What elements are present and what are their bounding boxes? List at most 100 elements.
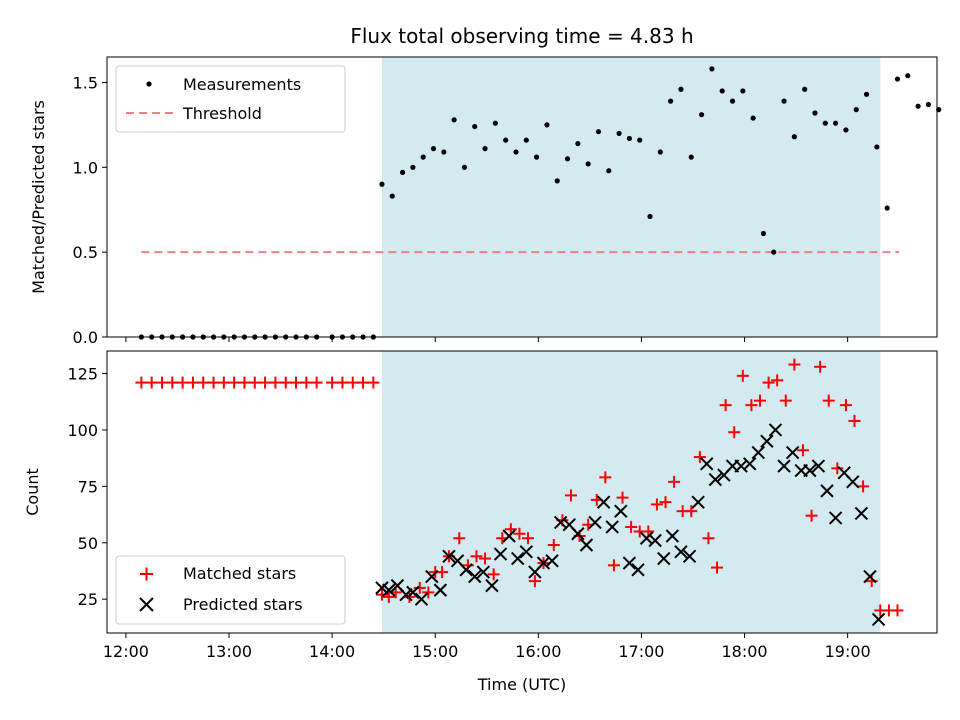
x-stroke — [406, 585, 420, 600]
predicted-star-point — [785, 445, 800, 460]
measurement-point — [441, 149, 447, 155]
predicted-star-point — [502, 529, 516, 543]
x-stroke — [648, 533, 662, 548]
matched-star-point — [259, 376, 272, 389]
matched-star-point — [382, 590, 395, 603]
matched-star-point — [238, 376, 251, 389]
measurement-point — [874, 144, 880, 150]
measurement-point — [399, 169, 406, 175]
x-stroke — [785, 445, 800, 460]
predicted-star-point — [751, 445, 765, 460]
measurement-point — [729, 98, 736, 104]
legend-label-threshold: Threshold — [182, 104, 262, 123]
matched-star-point — [728, 426, 741, 439]
matched-star-point — [269, 376, 282, 389]
predicted-star-point — [579, 538, 594, 552]
y-axis-label-ratio: Matched/Predicted stars — [29, 100, 48, 294]
predicted-star-point — [768, 423, 783, 437]
matched-star-point — [310, 376, 323, 389]
measurement-point — [472, 123, 478, 130]
measurement-point — [626, 135, 633, 142]
plot-frame-top — [106, 56, 938, 338]
matched-star-point — [528, 575, 541, 588]
matched-star-point — [135, 376, 148, 389]
predicted-star-point — [734, 459, 748, 473]
measurement-point — [668, 98, 674, 104]
measurement-point — [544, 122, 550, 128]
x-stroke — [682, 549, 697, 564]
x-stroke — [450, 554, 465, 568]
measurement-point — [492, 120, 498, 126]
y-tick-label: 75 — [78, 477, 98, 496]
measurement-point — [657, 149, 663, 155]
measurement-point — [698, 112, 705, 118]
predicted-star-point — [760, 434, 774, 448]
matched-star-point — [186, 376, 199, 389]
measurement-point — [678, 86, 684, 92]
measurement-point — [379, 181, 385, 187]
matched-star-point — [702, 532, 715, 545]
x-tick-label: 12:00 — [103, 642, 149, 661]
predicted-star-point — [639, 531, 654, 545]
count-marks — [135, 358, 904, 627]
matched-star-point — [197, 376, 210, 389]
x-stroke — [631, 563, 645, 577]
measurement-point — [802, 86, 808, 92]
predicted-star-point — [442, 549, 456, 564]
predicted-star-point — [468, 569, 482, 584]
measurement-point — [389, 193, 395, 199]
predicted-star-point — [510, 551, 525, 566]
measurement-point — [843, 127, 849, 133]
measurement-point — [554, 178, 560, 184]
measurement-point — [451, 117, 457, 123]
legend-marker-matched — [140, 567, 153, 581]
x-tick-label: 18:00 — [721, 642, 767, 661]
matched-star-point — [166, 376, 179, 389]
x-stroke — [871, 612, 886, 627]
predicted-star-point — [708, 472, 723, 487]
y-tick-label: 50 — [78, 534, 98, 553]
y-tick-label: 0.5 — [73, 243, 98, 262]
measurement-point — [833, 120, 839, 126]
x-stroke — [433, 583, 448, 597]
x-stroke — [734, 459, 748, 473]
y-axis-count: 25 50 75 100 125 — [67, 365, 107, 609]
measurement-point — [791, 134, 797, 140]
measurement-point — [637, 137, 643, 143]
matched-star-point — [719, 399, 732, 412]
measurement-point — [915, 103, 921, 109]
measurement-point — [482, 146, 488, 152]
y-tick-label: 1.0 — [73, 158, 98, 177]
matched-star-point — [228, 376, 241, 389]
x-axis-label: Time (UTC) — [477, 675, 566, 694]
measurement-point — [647, 213, 653, 220]
matched-star-point — [357, 376, 370, 389]
legend-label-matched: Matched stars — [183, 564, 296, 583]
x-stroke — [375, 581, 389, 595]
predicted-star-point — [657, 551, 671, 566]
x-tick-label: 17:00 — [618, 642, 664, 661]
matched-star-point — [346, 376, 359, 389]
matched-star-point — [857, 480, 870, 493]
measurement-point — [925, 101, 932, 108]
x-stroke — [768, 423, 783, 437]
measurement-point — [430, 146, 437, 152]
x-stroke — [657, 551, 671, 566]
matched-star-point — [616, 491, 629, 504]
x-stroke — [751, 445, 765, 460]
matched-star-point — [805, 509, 818, 522]
matched-star-point — [547, 539, 560, 552]
measurement-point — [616, 130, 622, 136]
x-stroke — [493, 547, 508, 561]
x-tick-label: 14:00 — [309, 642, 355, 661]
matched-star-point — [625, 520, 638, 533]
matched-star-point — [207, 376, 220, 389]
matched-star-point — [487, 568, 500, 581]
predicted-star-point — [596, 495, 611, 509]
x-tick-label: 19:00 — [825, 642, 871, 661]
matched-star-point — [771, 374, 784, 387]
predicted-star-point — [614, 504, 628, 518]
matched-star-point — [891, 604, 904, 617]
matched-star-point — [650, 498, 663, 511]
observing-window-shading — [381, 351, 881, 633]
